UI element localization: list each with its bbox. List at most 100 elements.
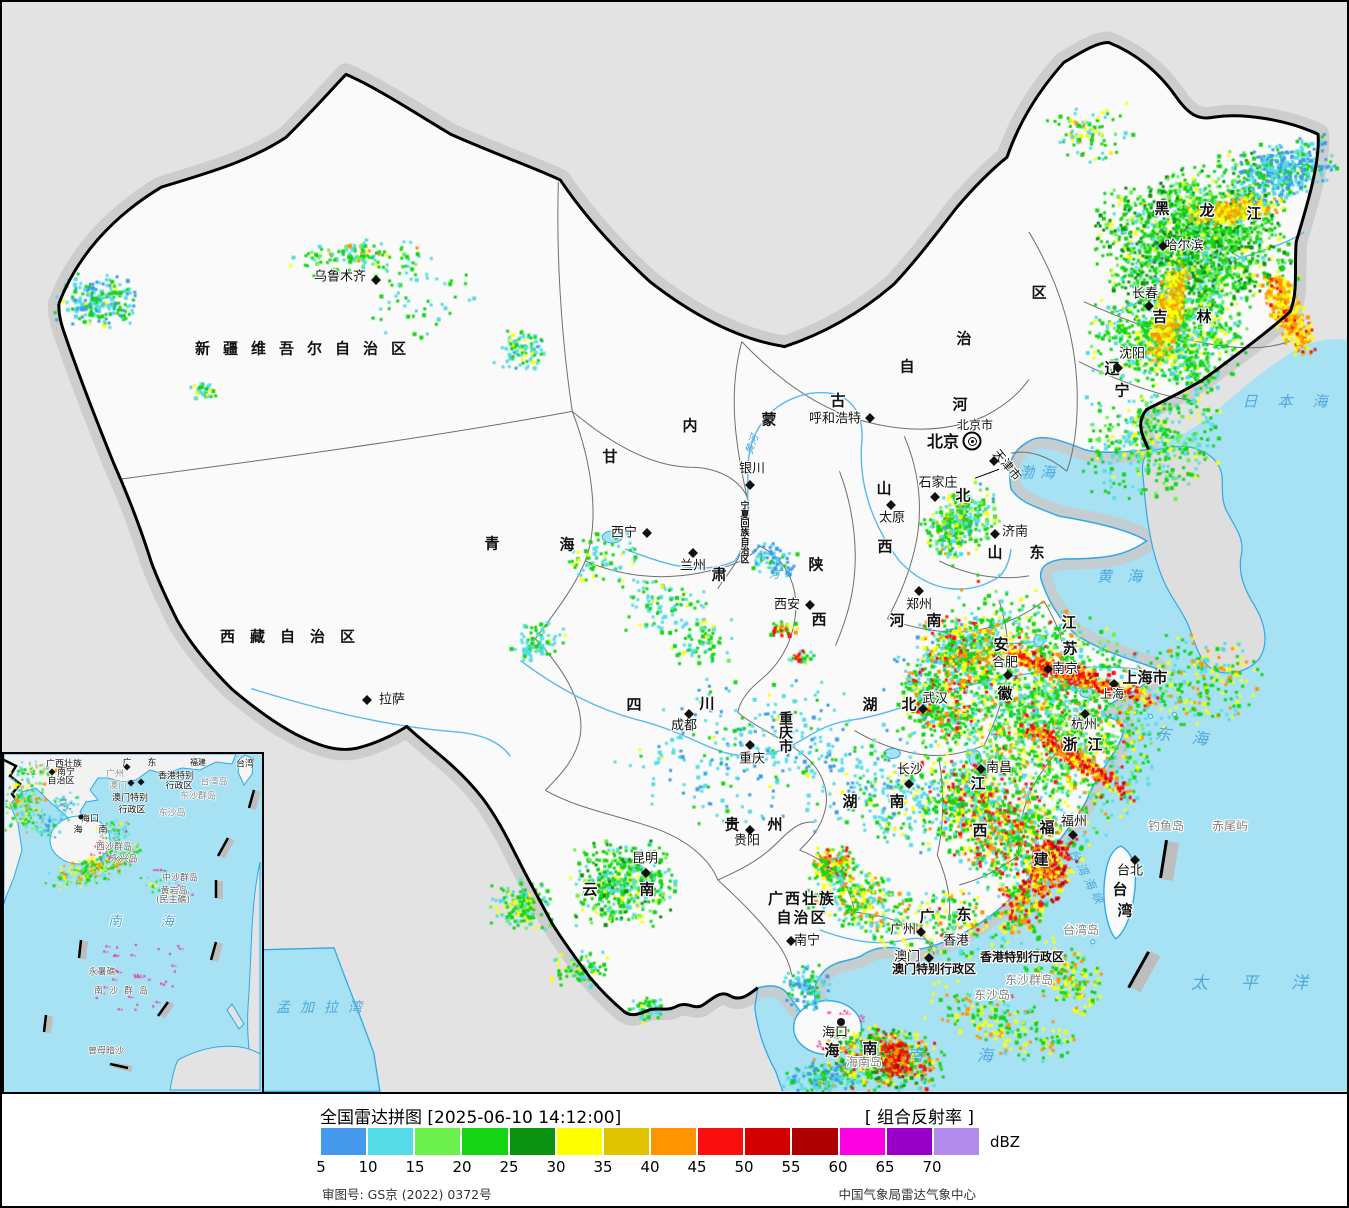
city-label: 台湾	[235, 759, 255, 770]
prov-label: 江	[1087, 735, 1103, 754]
colorbar-segment-70	[933, 1128, 979, 1155]
city-diamond-marker	[805, 600, 815, 610]
prov-label: 山	[876, 479, 892, 498]
city-diamond-marker	[745, 480, 755, 490]
city-label: 西沙群岛	[95, 842, 133, 853]
sea-label: 孟加拉湾	[276, 1000, 372, 1016]
tick-50: 50	[734, 1158, 754, 1176]
prov-label: 海	[824, 1041, 840, 1060]
city-label: 东沙群岛	[179, 791, 217, 802]
inset-dash-layer	[42, 789, 261, 1072]
tick-65: 65	[875, 1158, 895, 1176]
city-label: 乌鲁木齐	[313, 269, 367, 285]
sea-label: 黄海	[1096, 567, 1158, 586]
prov-label: 甘	[602, 447, 618, 466]
city-diamond-marker	[916, 927, 926, 937]
city-label: 贵阳	[733, 833, 761, 849]
city-label: 北京	[926, 432, 960, 451]
prov-label: 重庆市	[777, 711, 793, 753]
sea-label: 日本海	[1242, 392, 1348, 411]
colorbar-segment-65	[886, 1128, 932, 1155]
prov-label: 吉	[1152, 307, 1168, 326]
city-label: 南宁	[793, 933, 821, 949]
city-diamond-marker	[914, 586, 924, 596]
prov-label: 东	[1029, 543, 1045, 562]
city-label: 曾母暗沙	[87, 1046, 125, 1057]
city-label: 澳门特别	[111, 793, 149, 804]
city-label: 南	[98, 825, 108, 836]
city-label: 海口	[821, 1025, 849, 1041]
map-title: 全国雷达拼图 [2025-06-10 14:12:00]	[320, 1108, 622, 1128]
isl-label: 东沙岛	[973, 988, 1011, 1002]
prov-label: 川	[699, 694, 715, 713]
colorbar-segment-5	[321, 1128, 367, 1155]
prov-label: 宁	[1114, 381, 1130, 400]
prov-label: 建	[1033, 850, 1049, 869]
prov-label: 南	[889, 792, 905, 811]
city-label: 昆明	[631, 851, 659, 867]
sea-label: 东海	[1154, 723, 1230, 752]
colorbar-segment-60	[839, 1128, 885, 1155]
city-diamond-marker	[1003, 670, 1013, 680]
city-label: 兰州	[679, 558, 707, 574]
city-label: 香港特别	[157, 771, 195, 782]
prov-label: 宁夏回族自治区	[738, 500, 749, 564]
colorbar-segment-30	[556, 1128, 602, 1155]
city-diamond-marker	[745, 740, 755, 750]
prov-label: 苏	[1062, 639, 1078, 658]
city-label: 福州	[1060, 814, 1088, 830]
prov-label: 广西壮族	[767, 889, 837, 908]
tick-55: 55	[781, 1158, 801, 1176]
city-label: 台北	[1116, 863, 1144, 879]
tick-35: 35	[593, 1158, 613, 1176]
prov-label: 自治区	[776, 908, 828, 927]
prov-label: 南	[639, 880, 655, 899]
city-label: 行政区	[118, 805, 146, 816]
inset-echo-layer	[4, 754, 262, 1092]
prov-label: 南	[862, 1039, 878, 1058]
isl-label: 东沙群岛	[1004, 973, 1054, 987]
city-diamond-marker	[990, 529, 1000, 539]
colorbar-segment-25	[509, 1128, 555, 1155]
prov-label: 云	[582, 880, 598, 899]
prov-label: 西	[972, 821, 988, 840]
city-label: 南宁	[56, 767, 76, 778]
city-label: 海口	[80, 814, 100, 825]
prov-label: 新疆维吾尔自治区	[194, 339, 420, 358]
city-label: 杭州	[1070, 717, 1098, 733]
colorbar-segment-55	[792, 1128, 838, 1155]
sea-label: 海	[160, 914, 174, 930]
city-diamond-marker	[886, 500, 896, 510]
prov-label: 青	[484, 534, 500, 553]
tick-15: 15	[405, 1158, 425, 1176]
prov-label: 自	[899, 357, 915, 376]
prov-label: 台	[1112, 880, 1128, 899]
city-label: 上海	[1099, 687, 1125, 701]
city-diamond-marker	[865, 413, 875, 423]
prov-label: 广	[919, 907, 935, 926]
tick-25: 25	[499, 1158, 519, 1176]
prov-label: 贵	[724, 815, 740, 834]
prov-label: 黑	[1154, 199, 1170, 218]
prov-label: 安	[993, 635, 1009, 654]
city-diamond-marker	[1068, 830, 1078, 840]
city-label: 黄岩岛	[160, 886, 188, 897]
isl-label: 海南岛	[845, 1055, 883, 1069]
prov-label: 陕	[808, 555, 824, 574]
city-label: 郑州	[905, 597, 933, 613]
prov-label: 四	[626, 695, 642, 714]
city-dot-marker	[837, 1018, 845, 1026]
prov-label: 江	[1061, 613, 1077, 632]
unit-label: dBZ	[990, 1133, 1021, 1151]
prov-label: 湖	[862, 695, 878, 714]
product-label: [ 组合反射率 ]	[864, 1108, 974, 1128]
prov-label: 南	[926, 611, 942, 630]
city-label: 香港	[942, 933, 970, 949]
prov-label: 山	[987, 543, 1003, 562]
colorbar-segment-35	[603, 1128, 649, 1155]
city-label: 东	[147, 758, 157, 769]
city-label: 西安	[773, 597, 801, 613]
city-label: 拉萨	[378, 692, 406, 708]
city-label: 石家庄	[918, 475, 958, 491]
sea-label: 渤海	[1018, 463, 1062, 482]
